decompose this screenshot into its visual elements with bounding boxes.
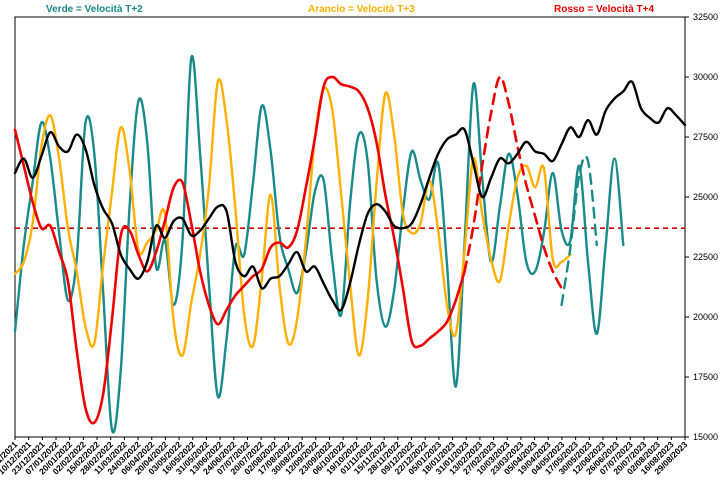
y-axis: 15000 17500 20000 22500 25000 27500 30000 32500 — [685, 12, 718, 442]
y-tick-label: 27500 — [693, 132, 718, 142]
series-line-0 — [13, 80, 687, 312]
y-tick-label: 22500 — [693, 252, 718, 262]
y-tick-label: 17500 — [693, 372, 718, 382]
series-line-1 — [13, 54, 625, 434]
y-tick-label: 30000 — [693, 72, 718, 82]
y-tick-label: 15000 — [693, 432, 718, 442]
series-line-5 — [560, 155, 598, 307]
y-tick-label: 20000 — [693, 312, 718, 322]
series-line-4 — [463, 75, 563, 290]
legend-label-green: Verde = Velocità T+2 — [46, 4, 143, 15]
y-tick-label: 32500 — [693, 12, 718, 22]
x-axis: 29/11/202110/12/202123/12/202107/01/2022… — [0, 437, 690, 476]
y-tick-label: 25000 — [693, 192, 718, 202]
legend: Verde = Velocità T+2 Arancio = Velocità … — [46, 4, 654, 15]
series-group — [13, 54, 687, 434]
legend-label-orange: Arancio = Velocità T+3 — [308, 4, 415, 15]
legend-label-red: Rosso = Velocità T+4 — [554, 4, 654, 15]
series-line-3 — [13, 75, 466, 425]
